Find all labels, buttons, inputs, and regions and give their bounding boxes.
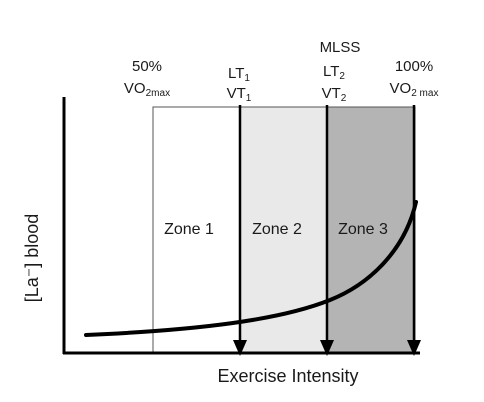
marker-50-vo2max: 50% VO2max [124,58,170,99]
marker-100-vo2max: 100% VO2 max [390,58,439,99]
y-axis-label: [La⁻] blood [22,214,42,303]
marker-lt2-line1: LT2 [323,63,345,82]
zone-1-box [152,106,241,354]
marker-mlss-lt2-vt2: MLSS LT2 VT2 [320,39,361,104]
marker-vt1-line2: VT1 [227,85,252,104]
marker-50-line1: 50% [132,58,162,75]
marker-vt2-line2: VT2 [322,85,347,104]
marker-lt1-line1: LT1 [228,65,250,84]
x-axis-label: Exercise Intensity [217,366,358,386]
marker-lt1-vt1: LT1 VT1 [227,65,252,104]
zone-1-label: Zone 1 [164,221,214,238]
zone-2-label: Zone 2 [252,221,302,238]
marker-100-line2: VO2 max [390,80,439,99]
marker-100-line1: 100% [395,58,433,75]
marker-50-line2: VO2max [124,80,170,99]
arrow-lt1 [233,105,247,356]
zone-3-box [326,106,416,354]
marker-mlss-line0: MLSS [320,39,361,56]
lactate-curve [84,200,418,337]
arrow-vo2max [407,105,421,356]
zone-3-label: Zone 3 [338,221,388,238]
